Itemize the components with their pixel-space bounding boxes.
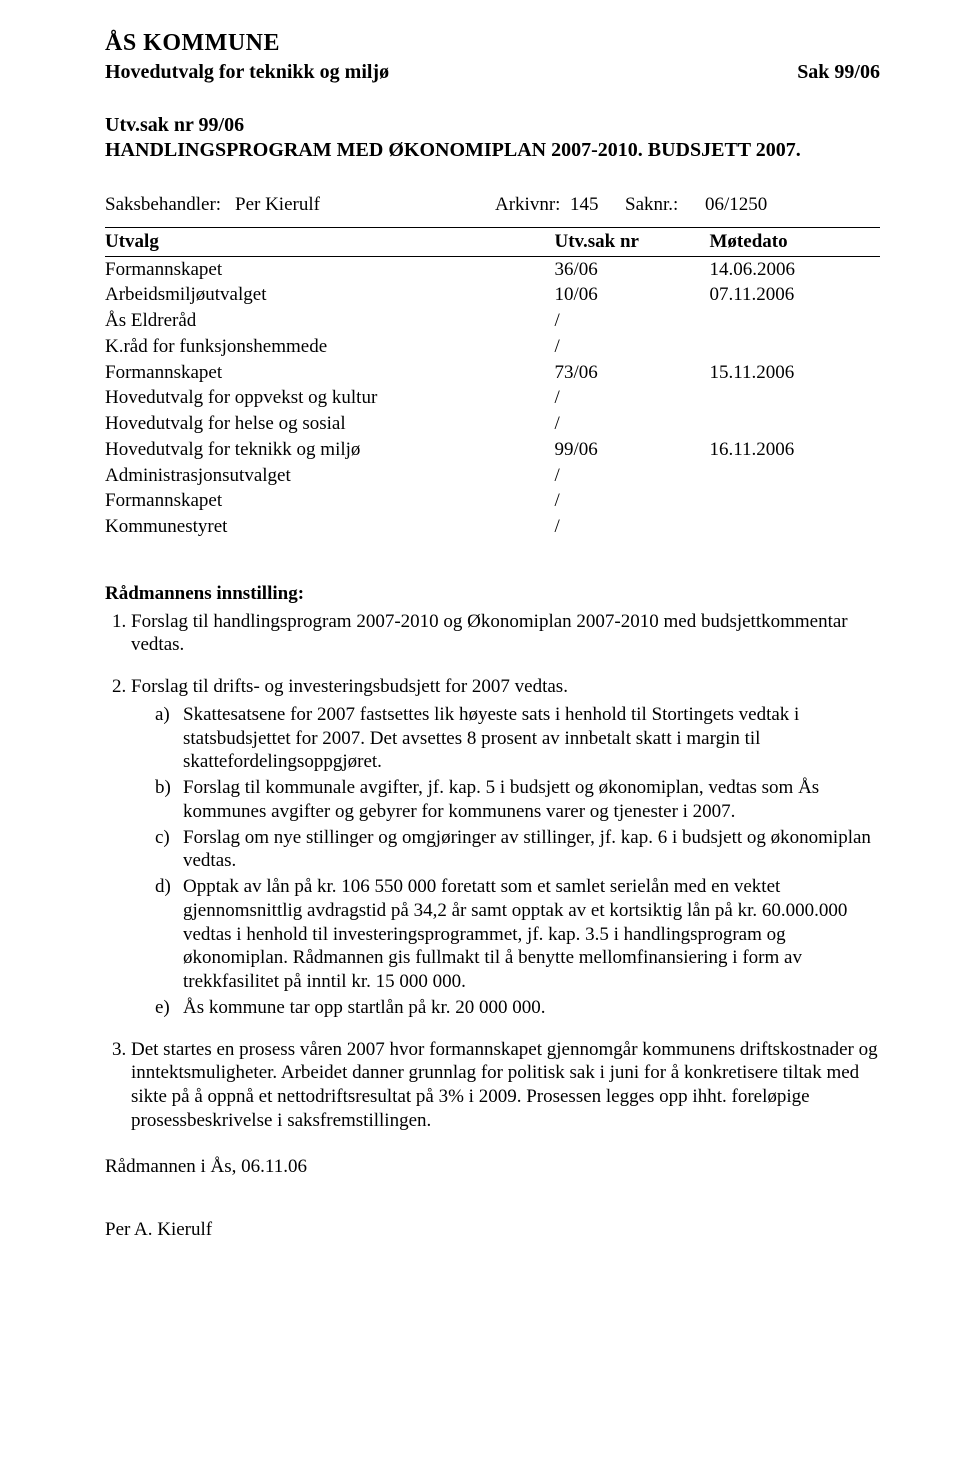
table-cell: Formannskapet (105, 256, 555, 282)
table-cell: Formannskapet (105, 488, 555, 514)
signature-name: Per A. Kierulf (105, 1218, 880, 1242)
table-cell: 07.11.2006 (710, 282, 881, 308)
sub-item: d)Opptak av lån på kr. 106 550 000 foret… (155, 875, 880, 994)
table-cell: 36/06 (555, 256, 710, 282)
col-date: Møtedato (710, 227, 881, 256)
innstilling-list: Forslag til handlingsprogram 2007-2010 o… (105, 610, 880, 1133)
table-cell: Kommunestyret (105, 514, 555, 540)
list-item: Forslag til drifts- og investeringsbudsj… (131, 675, 880, 1020)
sub-item: a)Skattesatsene for 2007 fastsettes lik … (155, 703, 880, 774)
signature-line: Rådmannen i Ås, 06.11.06 (105, 1155, 880, 1179)
table-cell: / (555, 514, 710, 540)
header-subrow: Hovedutvalg for teknikk og miljø Sak 99/… (105, 60, 880, 85)
table-cell: 16.11.2006 (710, 437, 881, 463)
document-title: HANDLINGSPROGRAM MED ØKONOMIPLAN 2007-20… (105, 138, 880, 163)
sub-item: b)Forslag til kommunale avgifter, jf. ka… (155, 776, 880, 824)
table-cell: Hovedutvalg for teknikk og miljø (105, 437, 555, 463)
table-row: Arbeidsmiljøutvalget10/0607.11.2006 (105, 282, 880, 308)
table-row: Kommunestyret/ (105, 514, 880, 540)
table-cell: Administrasjonsutvalget (105, 463, 555, 489)
table-cell (710, 463, 881, 489)
marker-d: d) (155, 875, 171, 899)
col-utvalg: Utvalg (105, 227, 555, 256)
table-cell: 14.06.2006 (710, 256, 881, 282)
arkivnr: Arkivnr: 145 (495, 193, 625, 217)
table-cell: Formannskapet (105, 360, 555, 386)
table-row: Hovedutvalg for oppvekst og kultur/ (105, 385, 880, 411)
table-header-row: Utvalg Utv.sak nr Møtedato (105, 227, 880, 256)
saknr-value: 06/1250 (705, 193, 767, 217)
sub-item: c)Forslag om nye stillinger og omgjøring… (155, 826, 880, 874)
table-row: Ås Eldreråd/ (105, 308, 880, 334)
list-item: Det startes en prosess våren 2007 hvor f… (131, 1038, 880, 1133)
table-row: Hovedutvalg for helse og sosial/ (105, 411, 880, 437)
table-row: K.råd for funksjonshemmede/ (105, 334, 880, 360)
table-cell (710, 308, 881, 334)
marker-a: a) (155, 703, 170, 727)
table-cell: Hovedutvalg for oppvekst og kultur (105, 385, 555, 411)
utv-sak-nr: Utv.sak nr 99/06 (105, 113, 880, 138)
table-row: Administrasjonsutvalget/ (105, 463, 880, 489)
sub-list: a)Skattesatsene for 2007 fastsettes lik … (131, 703, 880, 1020)
table-cell (710, 334, 881, 360)
saksbehandler-row: Saksbehandler: Per Kierulf Arkivnr: 145 … (105, 193, 880, 217)
kommune-title: ÅS KOMMUNE (105, 28, 880, 58)
table-cell: Ås Eldreråd (105, 308, 555, 334)
marker-e: e) (155, 996, 170, 1020)
marker-b: b) (155, 776, 171, 800)
col-saknr: Utv.sak nr (555, 227, 710, 256)
table-cell: / (555, 334, 710, 360)
saksbehandler-label: Saksbehandler: (105, 193, 235, 217)
table-row: Formannskapet/ (105, 488, 880, 514)
table-cell: / (555, 411, 710, 437)
table-cell: / (555, 385, 710, 411)
table-cell: / (555, 463, 710, 489)
marker-c: c) (155, 826, 170, 850)
list-item: Forslag til handlingsprogram 2007-2010 o… (131, 610, 880, 658)
utvalg-table: Utvalg Utv.sak nr Møtedato Formannskapet… (105, 227, 880, 540)
table-cell: Hovedutvalg for helse og sosial (105, 411, 555, 437)
table-cell: / (555, 488, 710, 514)
sak-label: Sak 99/06 (797, 60, 880, 85)
table-cell: 99/06 (555, 437, 710, 463)
innstilling-heading: Rådmannens innstilling: (105, 582, 880, 606)
table-row: Formannskapet36/0614.06.2006 (105, 256, 880, 282)
table-cell (710, 514, 881, 540)
saknr-label: Saknr.: (625, 193, 705, 217)
table-cell: K.råd for funksjonshemmede (105, 334, 555, 360)
saksbehandler-name: Per Kierulf (235, 193, 495, 217)
table-cell: 15.11.2006 (710, 360, 881, 386)
item2-intro: Forslag til drifts- og investeringsbudsj… (131, 676, 568, 697)
table-row: Formannskapet73/0615.11.2006 (105, 360, 880, 386)
table-cell: Arbeidsmiljøutvalget (105, 282, 555, 308)
table-cell (710, 411, 881, 437)
hovedutvalg-label: Hovedutvalg for teknikk og miljø (105, 60, 389, 85)
table-cell (710, 385, 881, 411)
table-cell: 73/06 (555, 360, 710, 386)
table-cell: / (555, 308, 710, 334)
sub-item: e)Ås kommune tar opp startlån på kr. 20 … (155, 996, 880, 1020)
table-row: Hovedutvalg for teknikk og miljø99/0616.… (105, 437, 880, 463)
table-cell: 10/06 (555, 282, 710, 308)
table-cell (710, 488, 881, 514)
